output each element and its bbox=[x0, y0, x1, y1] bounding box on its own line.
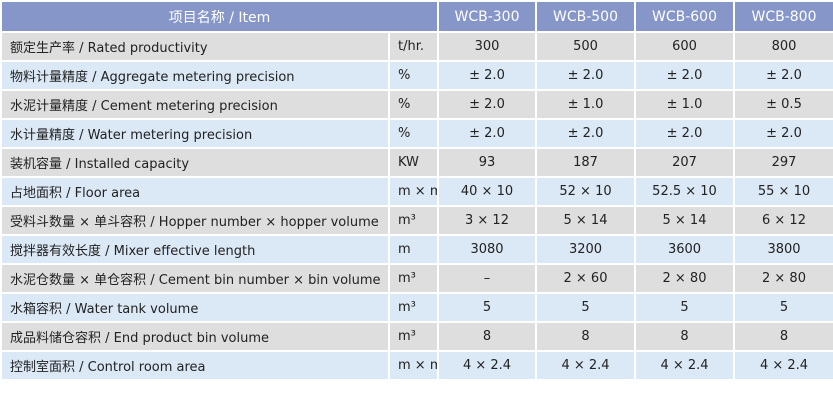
item-cell: 搅拌器有效长度 / Mixer effective length bbox=[0, 234, 390, 265]
value-cell: 93 bbox=[437, 147, 537, 178]
unit-cell: % bbox=[388, 118, 439, 149]
item-cell: 成品料储仓容积 / End product bin volume bbox=[0, 321, 390, 352]
header-row: 项目名称 / Item WCB-300 WCB-500 WCB-600 WCB-800 bbox=[0, 0, 833, 33]
value-cell: 3200 bbox=[535, 234, 636, 265]
value-cell: ± 2.0 bbox=[733, 60, 833, 91]
value-cell: 800 bbox=[733, 31, 833, 62]
value-cell: 2 × 80 bbox=[634, 263, 735, 294]
value-cell: 52.5 × 10 bbox=[634, 176, 735, 207]
header-cell: WCB-600 bbox=[634, 0, 735, 33]
table-body: 额定生产率 / Rated productivity t/hr. 300 500 600… bbox=[0, 31, 833, 381]
value-cell: 8 bbox=[535, 321, 636, 352]
unit-cell: m × m bbox=[388, 350, 439, 381]
value-cell: 8 bbox=[437, 321, 537, 352]
value-cell: ± 2.0 bbox=[437, 60, 537, 91]
spec-table: 项目名称 / Item WCB-300 WCB-500 WCB-600 WCB-800 … bbox=[0, 0, 833, 381]
table-row: 水泥计量精度 / Cement metering precision% ± 2.0… bbox=[0, 89, 833, 120]
table-row: 搅拌器有效长度 / Mixer effective length m 3080 320… bbox=[0, 234, 833, 265]
header-cell: WCB-300 bbox=[437, 0, 537, 33]
table-row: 水泥仓数量 × 单仓容积 / Cement bin number × bin v… bbox=[0, 263, 833, 294]
item-cell: 水泥计量精度 / Cement metering precision bbox=[0, 89, 390, 120]
unit-cell: KW bbox=[388, 147, 439, 178]
value-cell: 5 bbox=[634, 292, 735, 323]
unit-cell: m bbox=[388, 234, 439, 265]
table-row: 物料计量精度 / Aggregate metering precision% ± … bbox=[0, 60, 833, 91]
value-cell: ± 2.0 bbox=[437, 118, 537, 149]
value-cell: 3600 bbox=[634, 234, 735, 265]
item-cell: 水计量精度 / Water metering precision bbox=[0, 118, 390, 149]
header-cell: 项目名称 / Item bbox=[0, 0, 439, 33]
value-cell: 8 bbox=[733, 321, 833, 352]
value-cell: ± 2.0 bbox=[535, 118, 636, 149]
header-cell: WCB-800 bbox=[733, 0, 833, 33]
unit-cell: m³ bbox=[388, 292, 439, 323]
value-cell: 4 × 2.4 bbox=[733, 350, 833, 381]
value-cell: 300 bbox=[437, 31, 537, 62]
item-cell: 装机容量 / Installed capacity bbox=[0, 147, 390, 178]
value-cell: 4 × 2.4 bbox=[535, 350, 636, 381]
value-cell: 297 bbox=[733, 147, 833, 178]
value-cell: 40 × 10 bbox=[437, 176, 537, 207]
value-cell: 52 × 10 bbox=[535, 176, 636, 207]
unit-cell: m³ bbox=[388, 263, 439, 294]
item-cell: 水箱容积 / Water tank volume bbox=[0, 292, 390, 323]
item-cell: 物料计量精度 / Aggregate metering precision bbox=[0, 60, 390, 91]
value-cell: 2 × 60 bbox=[535, 263, 636, 294]
value-cell: 187 bbox=[535, 147, 636, 178]
table-row: 受料斗数量 × 单斗容积 / Hopper number × hopper vo… bbox=[0, 205, 833, 236]
table-row: 装机容量 / Installed capacity KW 93 187 207 297 bbox=[0, 147, 833, 178]
item-cell: 受料斗数量 × 单斗容积 / Hopper number × hopper vo… bbox=[0, 205, 390, 236]
unit-cell: m × m bbox=[388, 176, 439, 207]
item-cell: 水泥仓数量 × 单仓容积 / Cement bin number × bin v… bbox=[0, 263, 390, 294]
value-cell: 207 bbox=[634, 147, 735, 178]
unit-cell: m³ bbox=[388, 321, 439, 352]
value-cell: ± 2.0 bbox=[733, 118, 833, 149]
value-cell: 5 bbox=[535, 292, 636, 323]
value-cell: ± 2.0 bbox=[437, 89, 537, 120]
unit-cell: % bbox=[388, 89, 439, 120]
unit-cell: t/hr. bbox=[388, 31, 439, 62]
table-row: 水箱容积 / Water tank volume m³ 5 5 5 5 bbox=[0, 292, 833, 323]
value-cell: ± 1.0 bbox=[634, 89, 735, 120]
value-cell: 3080 bbox=[437, 234, 537, 265]
value-cell: ± 2.0 bbox=[634, 60, 735, 91]
value-cell: 500 bbox=[535, 31, 636, 62]
table-row: 额定生产率 / Rated productivity t/hr. 300 500 600… bbox=[0, 31, 833, 62]
value-cell: 3 × 12 bbox=[437, 205, 537, 236]
table-row: 水计量精度 / Water metering precision% ± 2.0 ± … bbox=[0, 118, 833, 149]
value-cell: 4 × 2.4 bbox=[634, 350, 735, 381]
unit-cell: % bbox=[388, 60, 439, 91]
value-cell: 600 bbox=[634, 31, 735, 62]
value-cell: 3800 bbox=[733, 234, 833, 265]
value-cell: 55 × 10 bbox=[733, 176, 833, 207]
value-cell: 8 bbox=[634, 321, 735, 352]
value-cell: 5 × 14 bbox=[634, 205, 735, 236]
item-cell: 占地面积 / Floor area bbox=[0, 176, 390, 207]
value-cell: ± 0.5 bbox=[733, 89, 833, 120]
value-cell: 6 × 12 bbox=[733, 205, 833, 236]
value-cell: ± 2.0 bbox=[634, 118, 735, 149]
value-cell: ± 2.0 bbox=[535, 60, 636, 91]
header-cell: WCB-500 bbox=[535, 0, 636, 33]
value-cell: ± 1.0 bbox=[535, 89, 636, 120]
item-cell: 额定生产率 / Rated productivity bbox=[0, 31, 390, 62]
unit-cell: m³ bbox=[388, 205, 439, 236]
value-cell: 5 bbox=[733, 292, 833, 323]
table-row: 成品料储仓容积 / End product bin volume m³ 8 8 8 8 bbox=[0, 321, 833, 352]
value-cell: – bbox=[437, 263, 537, 294]
value-cell: 2 × 80 bbox=[733, 263, 833, 294]
value-cell: 5 × 14 bbox=[535, 205, 636, 236]
value-cell: 4 × 2.4 bbox=[437, 350, 537, 381]
value-cell: 5 bbox=[437, 292, 537, 323]
item-cell: 控制室面积 / Control room area bbox=[0, 350, 390, 381]
